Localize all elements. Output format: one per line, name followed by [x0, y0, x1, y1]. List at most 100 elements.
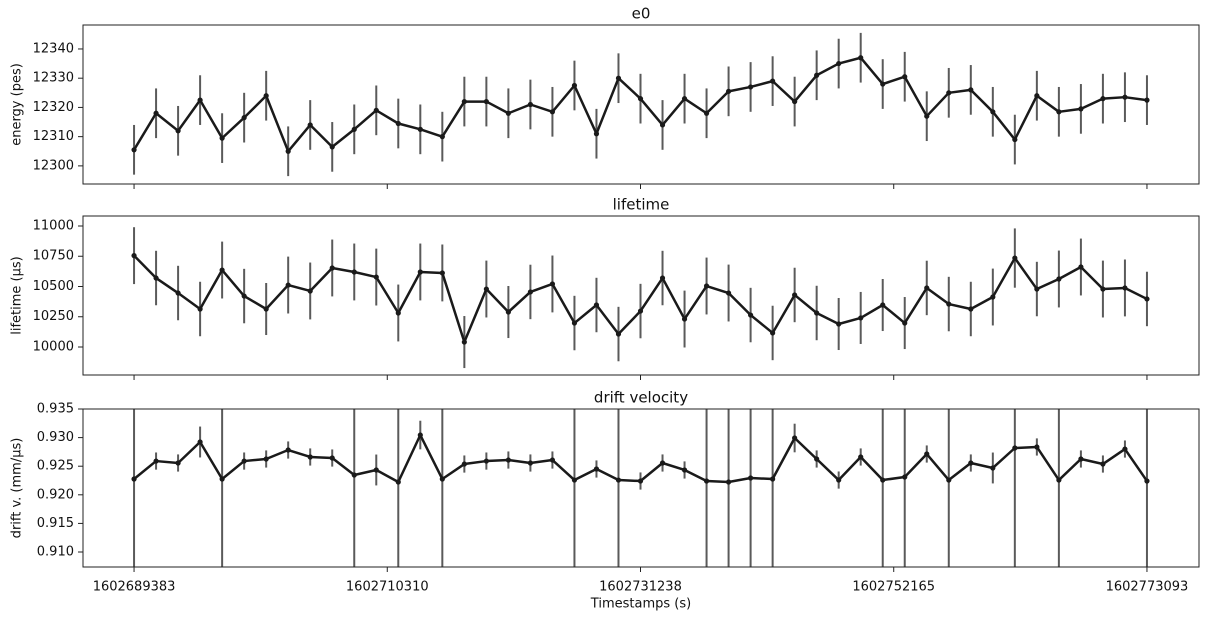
y-tick-label: 12330 — [33, 71, 74, 86]
data-point — [1078, 456, 1084, 462]
data-point — [858, 454, 864, 460]
panel-title: drift velocity — [594, 389, 688, 407]
data-point — [615, 477, 622, 483]
data-point — [1144, 97, 1150, 103]
data-point — [153, 110, 159, 116]
data-point — [461, 339, 467, 345]
data-point — [241, 458, 247, 464]
data-point — [329, 265, 335, 271]
data-point — [571, 320, 578, 326]
data-point — [1100, 96, 1106, 102]
data-point — [946, 301, 952, 307]
data-point — [131, 147, 137, 153]
data-point — [1078, 264, 1084, 270]
data-point — [285, 447, 291, 453]
data-point — [1100, 461, 1106, 467]
data-point — [814, 310, 820, 316]
x-tick-label: 1602689383 — [93, 580, 176, 595]
data-point — [483, 98, 489, 105]
data-point — [1034, 93, 1040, 99]
data-point — [659, 460, 666, 466]
data-point — [263, 456, 269, 462]
data-point — [285, 148, 291, 154]
data-point — [1012, 445, 1018, 451]
data-point — [263, 93, 269, 99]
data-point — [395, 120, 401, 127]
data-point — [770, 476, 776, 482]
data-point — [527, 101, 534, 108]
data-point — [461, 98, 467, 105]
data-point — [241, 115, 247, 121]
data-point — [659, 275, 666, 281]
data-point — [593, 131, 600, 137]
y-tick-label: 12340 — [33, 41, 74, 56]
y-tick-label: 10750 — [33, 249, 74, 264]
data-point — [1122, 94, 1128, 100]
data-point — [153, 275, 159, 281]
data-point — [748, 84, 754, 90]
y-tick-label: 0.915 — [37, 516, 74, 531]
y-tick-label: 10500 — [33, 279, 74, 294]
y-tick-label: 0.920 — [37, 487, 74, 502]
data-point — [748, 312, 754, 318]
data-point — [395, 479, 401, 485]
data-point — [593, 302, 600, 308]
data-point — [990, 465, 996, 471]
y-tick-label: 12300 — [33, 158, 74, 173]
data-point — [1122, 446, 1128, 452]
data-point — [880, 81, 886, 87]
data-point — [241, 293, 247, 299]
data-point — [417, 126, 423, 132]
y-tick-label: 0.935 — [37, 402, 74, 417]
data-point — [373, 274, 379, 280]
y-tick-label: 10000 — [33, 339, 74, 354]
data-point — [505, 110, 511, 116]
y-axis-label: drift v. (mm/μs) — [10, 438, 25, 539]
data-point — [461, 461, 467, 467]
panel-title: e0 — [632, 5, 651, 23]
data-point — [725, 88, 732, 94]
data-point — [549, 281, 556, 287]
data-point — [153, 458, 159, 464]
data-point — [946, 90, 952, 96]
data-point — [417, 269, 423, 275]
data-point — [902, 74, 908, 80]
x-tick-label: 1602752165 — [852, 580, 935, 595]
data-point — [307, 122, 313, 128]
data-point — [968, 306, 974, 312]
data-point — [792, 435, 798, 441]
data-point — [439, 134, 445, 140]
data-point — [659, 122, 666, 128]
data-point — [131, 253, 137, 259]
data-point — [1144, 478, 1150, 484]
data-point — [329, 144, 335, 150]
data-point — [351, 126, 357, 132]
data-point — [703, 478, 710, 484]
y-axis-label: energy (pes) — [10, 63, 25, 146]
data-point — [637, 308, 644, 314]
data-point — [1012, 255, 1018, 261]
data-point — [990, 294, 996, 300]
data-point — [439, 476, 445, 482]
data-point — [1100, 286, 1106, 292]
x-tick-label: 1602710310 — [346, 580, 429, 595]
data-point — [902, 320, 908, 326]
x-tick-label: 1602731238 — [599, 580, 682, 595]
x-tick-label: 1602773093 — [1106, 580, 1189, 595]
data-point — [858, 55, 864, 61]
data-point — [703, 110, 710, 116]
data-point — [175, 460, 181, 466]
axes-frame — [82, 215, 1200, 376]
data-point — [593, 466, 600, 472]
y-tick-label: 0.925 — [37, 459, 74, 474]
data-point — [571, 82, 578, 89]
data-point — [990, 109, 996, 115]
data-point — [1034, 444, 1040, 450]
data-point — [571, 477, 578, 483]
data-point — [285, 282, 291, 288]
data-point — [725, 290, 732, 296]
data-point — [637, 96, 644, 102]
data-point — [836, 60, 842, 67]
data-point — [307, 288, 313, 294]
data-point — [219, 267, 225, 273]
